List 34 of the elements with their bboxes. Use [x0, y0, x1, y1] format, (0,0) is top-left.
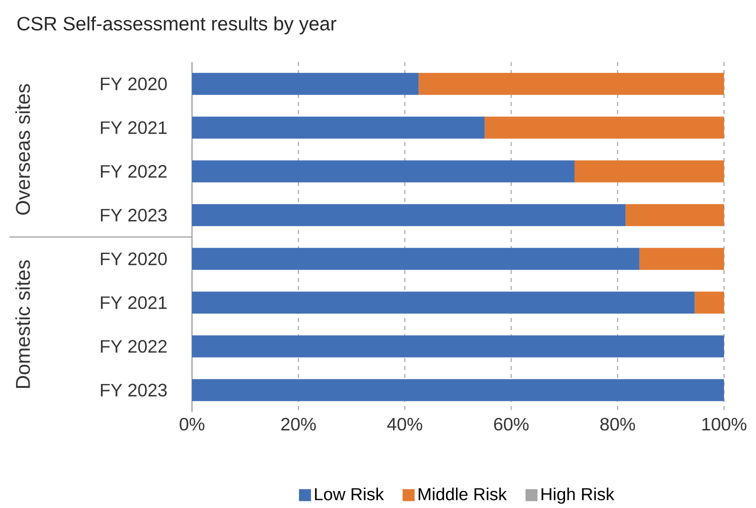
legend-label: High Risk	[542, 488, 614, 504]
x-tick-label: 60%	[494, 418, 529, 431]
bar	[192, 204, 626, 226]
y-tick-label: FY 2023	[100, 384, 167, 396]
y-tick-label: FY 2020	[100, 78, 167, 90]
x-tick-label: 40%	[387, 418, 422, 431]
bar	[192, 379, 724, 402]
bar	[192, 248, 640, 270]
y-tick-label: FY 2022	[100, 340, 167, 353]
y-tick-label: FY 2023	[100, 208, 167, 222]
bar	[418, 72, 724, 95]
bar	[484, 116, 724, 139]
bar	[192, 116, 485, 139]
y-tick-label: FY 2020	[100, 252, 167, 266]
y-tick-label: FY 2021	[100, 296, 167, 309]
legend-label: Middle Risk	[418, 488, 507, 500]
x-tick-label: 0%	[180, 418, 204, 431]
bar	[626, 204, 724, 226]
y-tick-label: FY 2022	[100, 165, 167, 178]
text: Overseas sites	[15, 84, 30, 215]
bar	[694, 292, 724, 314]
bar	[639, 248, 724, 270]
legend-label: Low Risk	[315, 488, 384, 500]
x-tick-label: 100%	[702, 418, 746, 431]
y-tick-label: FY 2021	[100, 121, 167, 134]
bar	[192, 72, 419, 95]
x-tick-label: 80%	[600, 418, 635, 431]
bar	[192, 292, 695, 314]
bar	[192, 160, 575, 182]
bar	[192, 335, 724, 358]
chart-title: CSR Self-assessment results by year	[17, 16, 336, 34]
text: Domestic sites	[15, 260, 30, 388]
x-tick-label: 20%	[281, 418, 316, 431]
bar	[574, 160, 724, 182]
